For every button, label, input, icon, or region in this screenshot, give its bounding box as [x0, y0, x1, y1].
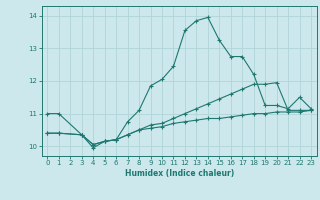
X-axis label: Humidex (Indice chaleur): Humidex (Indice chaleur) [124, 169, 234, 178]
